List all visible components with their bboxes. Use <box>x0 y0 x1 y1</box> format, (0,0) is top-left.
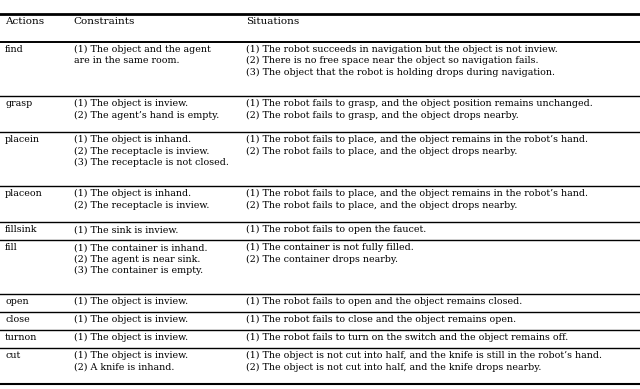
Text: open: open <box>5 297 29 306</box>
Text: turnon: turnon <box>5 333 38 342</box>
Text: (1) The robot fails to turn on the switch and the object remains off.: (1) The robot fails to turn on the switc… <box>246 333 569 342</box>
Text: find: find <box>5 45 24 54</box>
Text: (1) The object is inview.: (1) The object is inview. <box>74 315 188 324</box>
Text: (1) The robot fails to place, and the object remains in the robot’s hand.
(2) Th: (1) The robot fails to place, and the ob… <box>246 189 588 210</box>
Text: (1) The robot succeeds in navigation but the object is not inview.
(2) There is : (1) The robot succeeds in navigation but… <box>246 45 558 77</box>
Text: (1) The object is inhand.
(2) The receptacle is inview.
(3) The receptacle is no: (1) The object is inhand. (2) The recept… <box>74 135 228 167</box>
Text: Situations: Situations <box>246 17 300 26</box>
Text: (1) The object is inhand.
(2) The receptacle is inview.: (1) The object is inhand. (2) The recept… <box>74 189 209 210</box>
Text: placeon: placeon <box>5 189 43 198</box>
Text: (1) The robot fails to close and the object remains open.: (1) The robot fails to close and the obj… <box>246 315 516 324</box>
Text: (1) The robot fails to open the faucet.: (1) The robot fails to open the faucet. <box>246 225 427 234</box>
Text: Constraints: Constraints <box>74 17 135 26</box>
Text: grasp: grasp <box>5 99 33 108</box>
Text: (1) The sink is inview.: (1) The sink is inview. <box>74 225 178 234</box>
Text: cut: cut <box>5 351 20 360</box>
Text: fill: fill <box>5 243 18 252</box>
Text: (1) The object is inview.
(2) A knife is inhand.: (1) The object is inview. (2) A knife is… <box>74 351 188 372</box>
Text: (1) The container is inhand.
(2) The agent is near sink.
(3) The container is em: (1) The container is inhand. (2) The age… <box>74 243 207 275</box>
Text: close: close <box>5 315 30 324</box>
Text: fillsink: fillsink <box>5 225 38 234</box>
Text: (1) The robot fails to place, and the object remains in the robot’s hand.
(2) Th: (1) The robot fails to place, and the ob… <box>246 135 588 156</box>
Text: Actions: Actions <box>5 17 44 26</box>
Text: placein: placein <box>5 135 40 144</box>
Text: (1) The container is not fully filled.
(2) The container drops nearby.: (1) The container is not fully filled. (… <box>246 243 414 264</box>
Text: (1) The robot fails to grasp, and the object position remains unchanged.
(2) The: (1) The robot fails to grasp, and the ob… <box>246 99 593 119</box>
Text: (1) The object and the agent
are in the same room.: (1) The object and the agent are in the … <box>74 45 211 65</box>
Text: (1) The object is inview.: (1) The object is inview. <box>74 333 188 342</box>
Text: (1) The object is inview.: (1) The object is inview. <box>74 297 188 307</box>
Text: (1) The robot fails to open and the object remains closed.: (1) The robot fails to open and the obje… <box>246 297 523 307</box>
Text: (1) The object is inview.
(2) The agent’s hand is empty.: (1) The object is inview. (2) The agent’… <box>74 99 219 119</box>
Text: (1) The object is not cut into half, and the knife is still in the robot’s hand.: (1) The object is not cut into half, and… <box>246 351 602 372</box>
